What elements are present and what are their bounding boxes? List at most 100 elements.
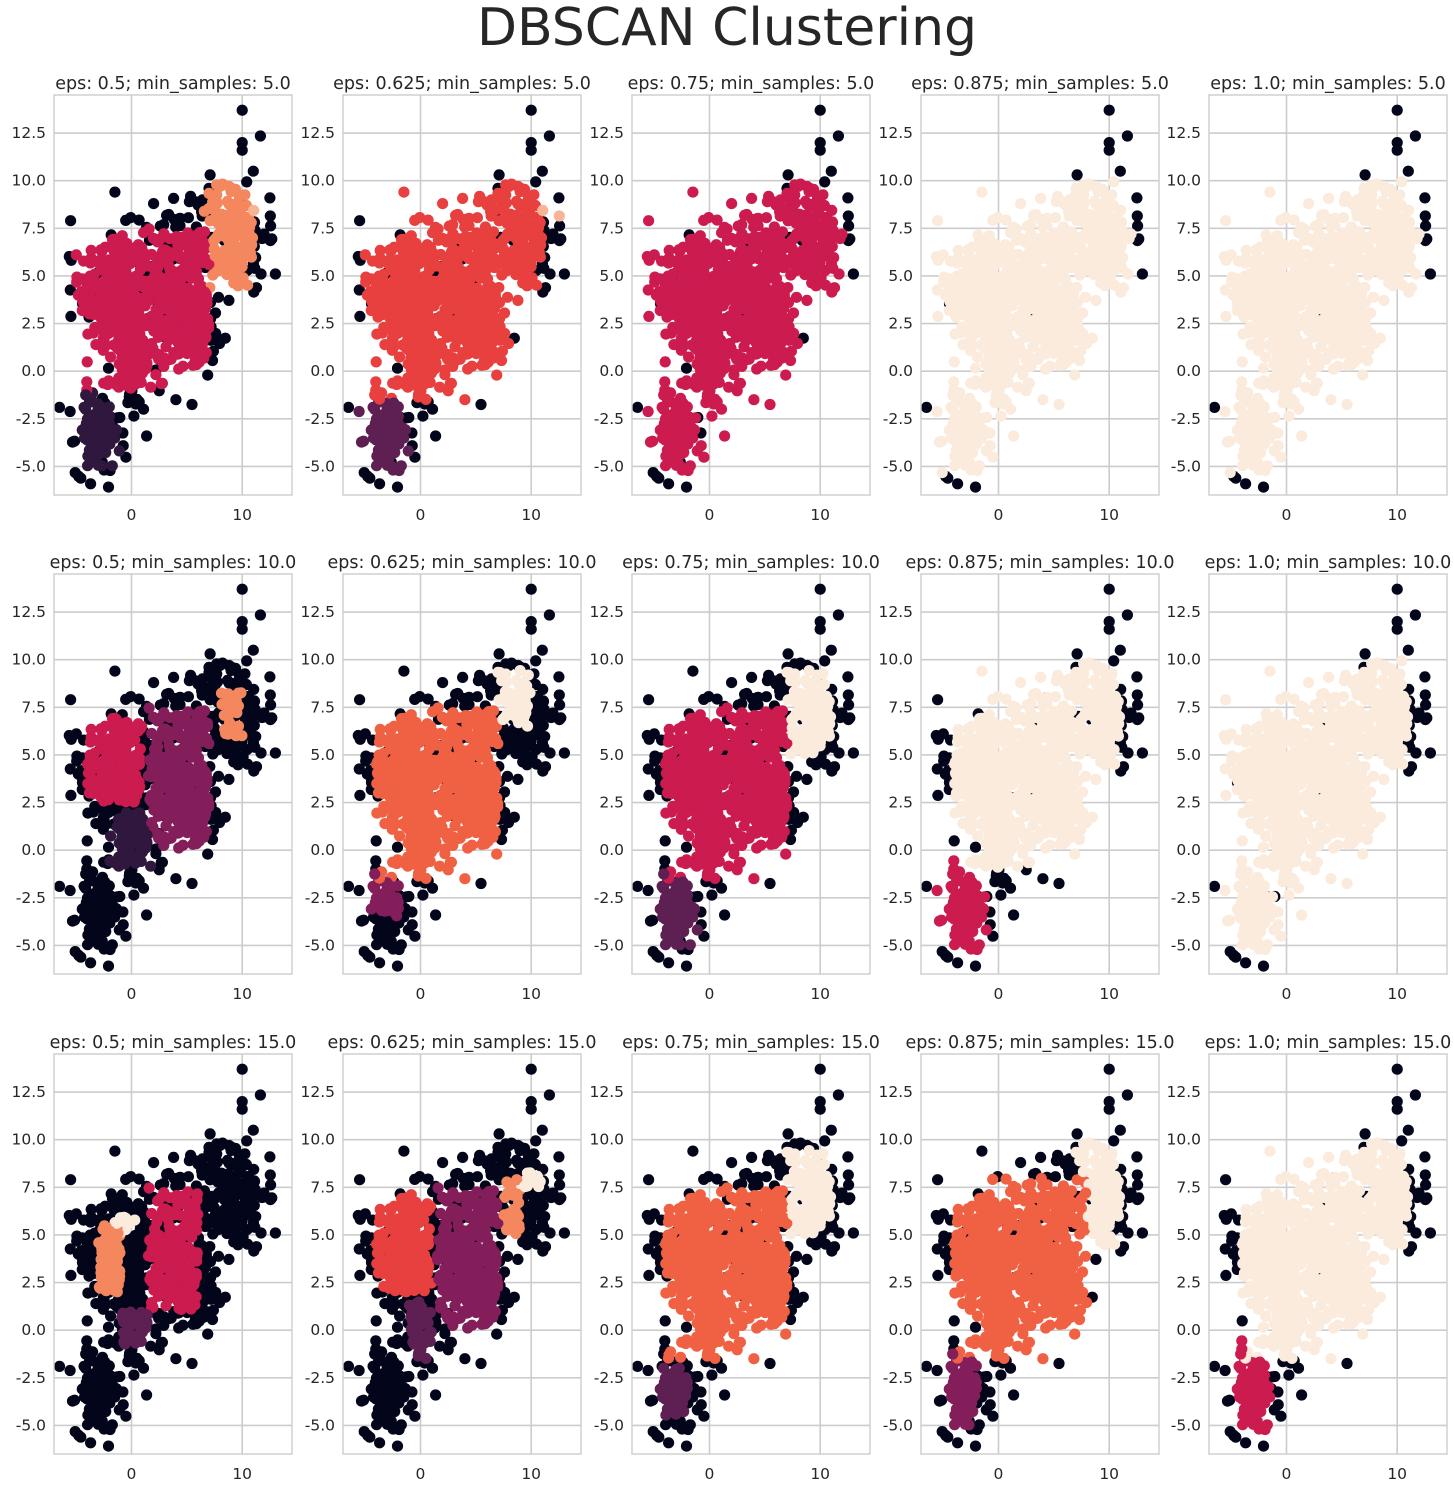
scatter-point xyxy=(739,209,751,221)
scatter-point xyxy=(264,192,276,204)
subplot-4: eps: 0.875; min_samples: 5.00 1012.510.07… xyxy=(878,74,1168,524)
scatter-point xyxy=(832,130,845,142)
scatter-point xyxy=(1025,264,1037,276)
scatter-point xyxy=(555,233,567,245)
scatter-point xyxy=(949,328,961,340)
scatter-point xyxy=(104,291,116,303)
scatter-point xyxy=(401,292,413,305)
scatter-point xyxy=(1117,252,1129,264)
scatter-point xyxy=(948,376,960,388)
scatter-point xyxy=(442,353,454,365)
y-tick-label: -5.0 xyxy=(16,457,46,475)
scatter-point xyxy=(771,280,783,292)
scatter-point xyxy=(1283,242,1295,254)
scatter-point xyxy=(170,394,182,406)
scatter-point xyxy=(1057,332,1069,344)
scatter-point xyxy=(241,176,253,188)
scatter-point xyxy=(116,276,128,288)
scatter-point xyxy=(998,353,1010,365)
scatter-point xyxy=(780,369,792,381)
scatter-point xyxy=(247,165,259,177)
scatter-point xyxy=(214,180,226,192)
scatter-point xyxy=(706,242,718,254)
scatter-point xyxy=(769,302,781,314)
scatter-point xyxy=(116,352,128,364)
scatter-point xyxy=(649,271,661,283)
x-tick-label: 10 xyxy=(521,506,541,524)
scatter-point xyxy=(191,302,203,314)
scatter-point xyxy=(1000,396,1012,408)
scatter-point xyxy=(75,472,87,484)
scatter-point xyxy=(391,362,404,374)
scatter-point xyxy=(173,363,185,375)
scatter-point xyxy=(759,333,771,345)
scatter-point xyxy=(447,246,459,259)
x-tick-label: 10 xyxy=(232,506,252,524)
scatter-points xyxy=(53,104,281,493)
scatter-point xyxy=(1054,312,1066,324)
scatter-point xyxy=(931,284,943,296)
scatter-point xyxy=(212,291,225,303)
scatter-point xyxy=(706,410,718,422)
scatter-point xyxy=(700,286,712,298)
scatter-point xyxy=(681,417,693,429)
scatter-point xyxy=(1267,292,1279,305)
scatter-point xyxy=(99,340,111,352)
scatter-point xyxy=(1025,246,1037,259)
y-tick-label: 2.5 xyxy=(310,315,335,333)
scatter-point xyxy=(81,434,93,446)
scatter-point xyxy=(474,244,486,256)
scatter-point xyxy=(370,376,382,388)
scatter-point xyxy=(719,430,731,442)
scatter-point xyxy=(710,332,723,344)
y-tick-label: 10.0 xyxy=(300,172,335,190)
scatter-point xyxy=(239,189,251,201)
y-tick-label: 2.5 xyxy=(599,315,624,333)
scatter-point xyxy=(221,195,234,207)
scatter-point xyxy=(786,234,798,247)
scatter-point xyxy=(963,288,975,300)
scatter-point xyxy=(763,244,775,256)
scatter-point xyxy=(534,251,547,263)
scatter-point xyxy=(670,256,683,268)
scatter-point xyxy=(170,326,182,338)
scatter-point xyxy=(711,396,723,408)
scatter-point xyxy=(408,379,420,391)
scatter-point xyxy=(447,264,459,276)
scatter-point xyxy=(1088,195,1101,207)
scatter-point xyxy=(133,214,145,226)
scatter-point xyxy=(485,241,497,253)
scatter-point xyxy=(1058,302,1070,314)
scatter-point xyxy=(194,290,206,302)
scatter-point xyxy=(948,434,960,446)
scatter-point xyxy=(1053,398,1065,411)
scatter-point xyxy=(814,144,826,156)
scatter-point xyxy=(398,186,410,198)
scatter-point xyxy=(98,438,111,450)
scatter-point xyxy=(510,195,523,207)
y-tick-label: 7.5 xyxy=(21,219,46,237)
scatter-point xyxy=(1122,268,1134,280)
scatter-point xyxy=(450,209,462,221)
scatter-point xyxy=(426,313,438,325)
scatter-point xyxy=(716,227,728,239)
scatter-point xyxy=(182,212,194,224)
scatter-point xyxy=(245,251,257,263)
scatter-point xyxy=(816,200,828,212)
subplot-3: eps: 0.75; min_samples: 5.00 1012.510.07.… xyxy=(589,74,874,524)
scatter-point xyxy=(726,198,738,210)
scatter-point xyxy=(748,221,760,233)
scatter-point xyxy=(150,369,162,381)
x-tick-label: 10 xyxy=(810,506,830,524)
scatter-point xyxy=(989,397,1001,409)
scatter-point xyxy=(171,302,183,314)
scatter-point xyxy=(690,292,702,305)
scatter-point xyxy=(388,340,400,352)
scatter-point xyxy=(265,220,277,232)
scatter-point xyxy=(417,410,429,422)
scatter-point xyxy=(236,104,248,116)
scatter-point xyxy=(354,215,366,227)
scatter-point xyxy=(1012,381,1024,393)
scatter-point xyxy=(498,307,511,319)
scatter-point xyxy=(1220,310,1232,322)
